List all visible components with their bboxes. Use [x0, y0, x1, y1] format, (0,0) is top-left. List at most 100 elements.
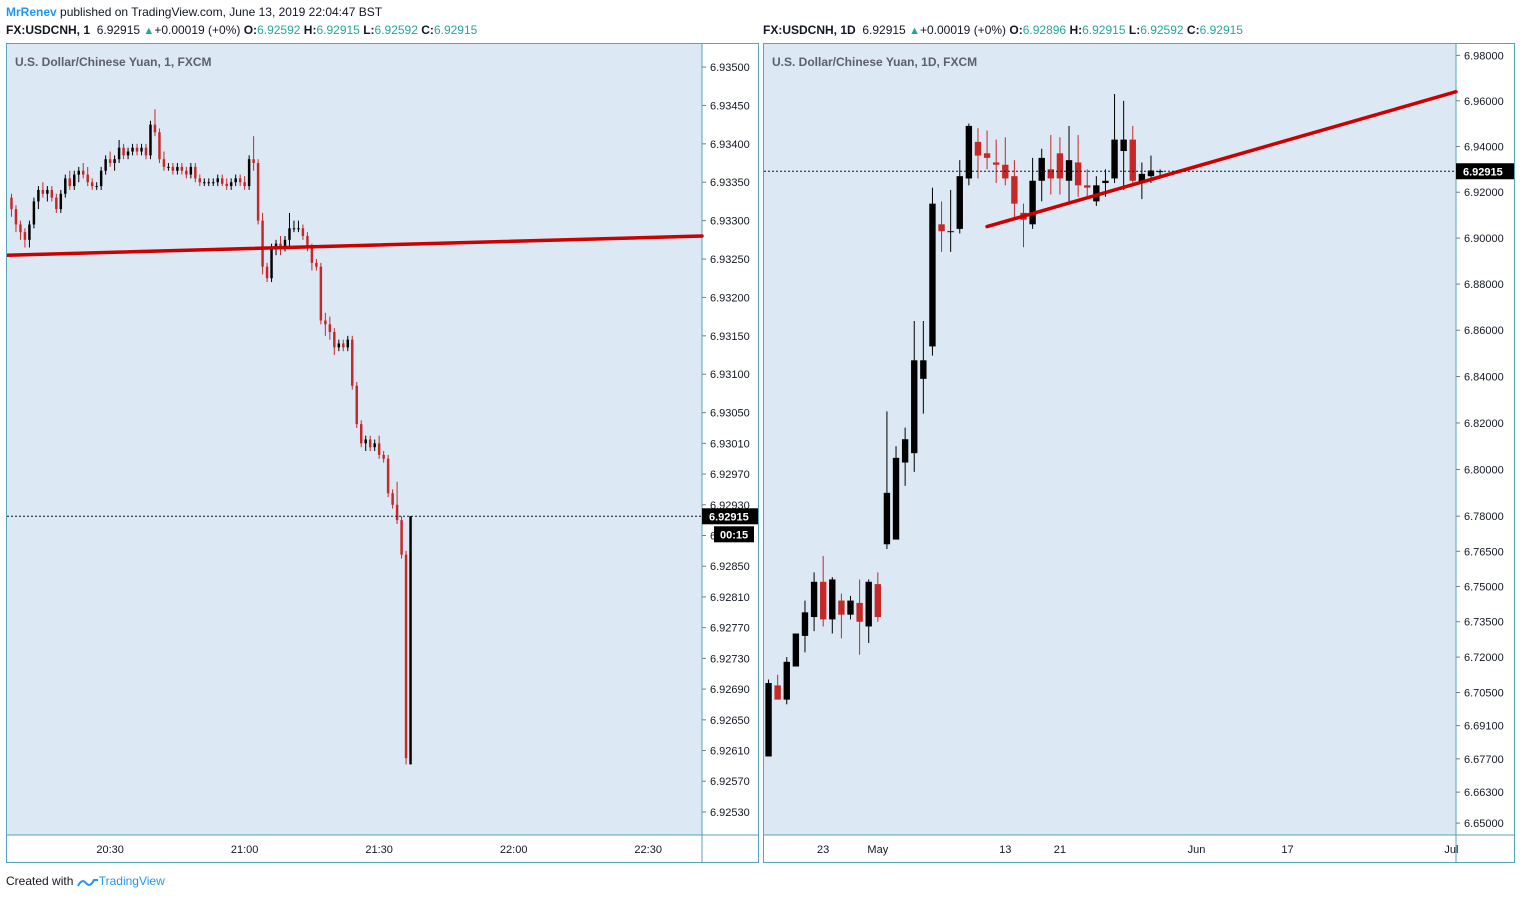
- candle-body: [270, 247, 273, 279]
- legend-l-label: L:: [1128, 23, 1141, 37]
- footer: Created with TradingView: [6, 874, 165, 888]
- candle-body: [1047, 169, 1055, 179]
- last-price-tag: [1456, 163, 1514, 180]
- candle-body: [99, 170, 103, 187]
- price-tick-label: 6.93350: [710, 177, 750, 189]
- legend-left: FX:USDCNH, 1 6.92915 ▲+0.00019 (+0%) O:6…: [6, 23, 477, 37]
- candle-body: [974, 141, 982, 156]
- candle-body: [171, 166, 175, 171]
- chart-panel-1min[interactable]: 6.93500 6.93450 6.93400 6.93350 6.93300 6.932…: [6, 43, 759, 863]
- author-link[interactable]: MrRenev: [6, 5, 57, 19]
- candle-body: [911, 360, 918, 454]
- candle-body: [1011, 176, 1018, 204]
- candle-body: [400, 520, 403, 555]
- candle-body: [158, 132, 161, 160]
- plot-area: [7, 44, 702, 835]
- created-with-text: Created with: [6, 874, 74, 888]
- candle-body: [90, 182, 94, 187]
- candle-body: [203, 182, 206, 184]
- candle-body: [1093, 185, 1100, 202]
- candle-body: [189, 166, 193, 175]
- candle-body: [185, 170, 188, 175]
- up-arrow-icon: ▲: [909, 25, 920, 37]
- candle-body: [1065, 160, 1073, 181]
- candle-body: [1129, 139, 1136, 181]
- candle-body: [41, 189, 45, 194]
- candle-body: [108, 159, 112, 164]
- chart-title: U.S. Dollar/Chinese Yuan, 1D, FXCM: [772, 55, 978, 69]
- price-tick-label: 6.92530: [710, 807, 750, 819]
- candle-body: [126, 151, 130, 156]
- candle-body: [297, 228, 300, 230]
- candle-body: [46, 189, 49, 194]
- candle-body: [364, 439, 367, 444]
- candle-body: [86, 174, 89, 183]
- candle-body: [113, 159, 116, 164]
- time-tick-label: 21:30: [365, 844, 393, 856]
- candle-body: [1056, 153, 1064, 179]
- price-tick-label: 6.90000: [1464, 233, 1504, 245]
- candle-body: [14, 209, 18, 225]
- time-tick-label: 21: [1054, 844, 1066, 856]
- candle-body: [333, 331, 336, 348]
- candle-body: [359, 424, 363, 444]
- candle-body: [929, 203, 936, 347]
- price-tick-label: 6.73500: [1464, 617, 1504, 629]
- legend-open: 6.92592: [257, 23, 301, 37]
- candle-body: [874, 584, 882, 618]
- countdown-tag: [714, 526, 754, 543]
- candle-body: [144, 147, 148, 156]
- candle-body: [1084, 185, 1091, 188]
- candle-body: [1074, 162, 1082, 186]
- tradingview-link[interactable]: TradingView: [98, 874, 165, 888]
- chart-svg-1d[interactable]: 6.98000 6.96000 6.94000 6.92000 6.90000 6.880…: [764, 44, 1514, 862]
- candle-body: [404, 554, 408, 759]
- candle-body: [355, 385, 358, 425]
- candle-body: [838, 600, 845, 615]
- time-tick-label: 20:30: [96, 844, 124, 856]
- candle-body: [901, 439, 909, 463]
- price-tick-label: 6.92650: [710, 715, 750, 727]
- chart-svg-1min[interactable]: 6.93500 6.93450 6.93400 6.93350 6.93300 6.932…: [7, 44, 758, 862]
- candle-body: [1102, 180, 1109, 184]
- legend-h-label: H:: [1069, 23, 1083, 37]
- price-tick-label: 6.92810: [710, 592, 750, 604]
- legend-open: 6.92896: [1022, 23, 1067, 37]
- legend-o-label: O:: [243, 23, 258, 37]
- candle-body: [10, 197, 13, 210]
- time-tick-label: May: [867, 844, 888, 856]
- candle-body: [243, 182, 246, 187]
- candle-body: [992, 162, 1000, 165]
- candle-body: [765, 683, 772, 757]
- legend-c-label: C:: [421, 23, 434, 37]
- chart-panel-1d[interactable]: 6.98000 6.96000 6.94000 6.92000 6.90000 6.880…: [763, 43, 1515, 863]
- candle-body: [229, 182, 233, 187]
- price-tick-label: 6.76500: [1464, 546, 1504, 558]
- price-tick-label: 6.75000: [1464, 581, 1504, 593]
- price-tick-label: 6.93450: [710, 100, 750, 112]
- price-tick-label: 6.92730: [710, 653, 750, 665]
- candle-body: [238, 178, 242, 183]
- candle-body: [140, 147, 143, 152]
- candle-body: [216, 178, 219, 183]
- candle-body: [377, 443, 381, 455]
- legend-c-label: C:: [1186, 23, 1200, 37]
- legend-close: 6.92915: [1199, 23, 1243, 37]
- published-text: published on TradingView.com, June 13, 2…: [60, 5, 383, 19]
- price-tick-label: 6.94000: [1464, 141, 1504, 153]
- candle-body: [1111, 139, 1118, 179]
- candle-body: [162, 159, 166, 167]
- candle-body: [328, 324, 332, 332]
- price-tick-label: 6.93250: [710, 254, 750, 266]
- price-tick-label: 6.92570: [710, 776, 750, 788]
- legend-low: 6.92592: [374, 23, 418, 37]
- price-tick-label: 6.93300: [710, 216, 750, 228]
- price-tick-label: 6.93100: [710, 369, 750, 381]
- candle-body: [64, 178, 67, 194]
- candle-body: [256, 163, 260, 221]
- legend-symbol: FX:USDCNH, 1: [6, 23, 91, 37]
- candle-body: [883, 492, 891, 545]
- legend-change: +0.00019 (+0%): [154, 23, 241, 37]
- candle-body: [856, 602, 863, 622]
- candle-body: [220, 178, 224, 184]
